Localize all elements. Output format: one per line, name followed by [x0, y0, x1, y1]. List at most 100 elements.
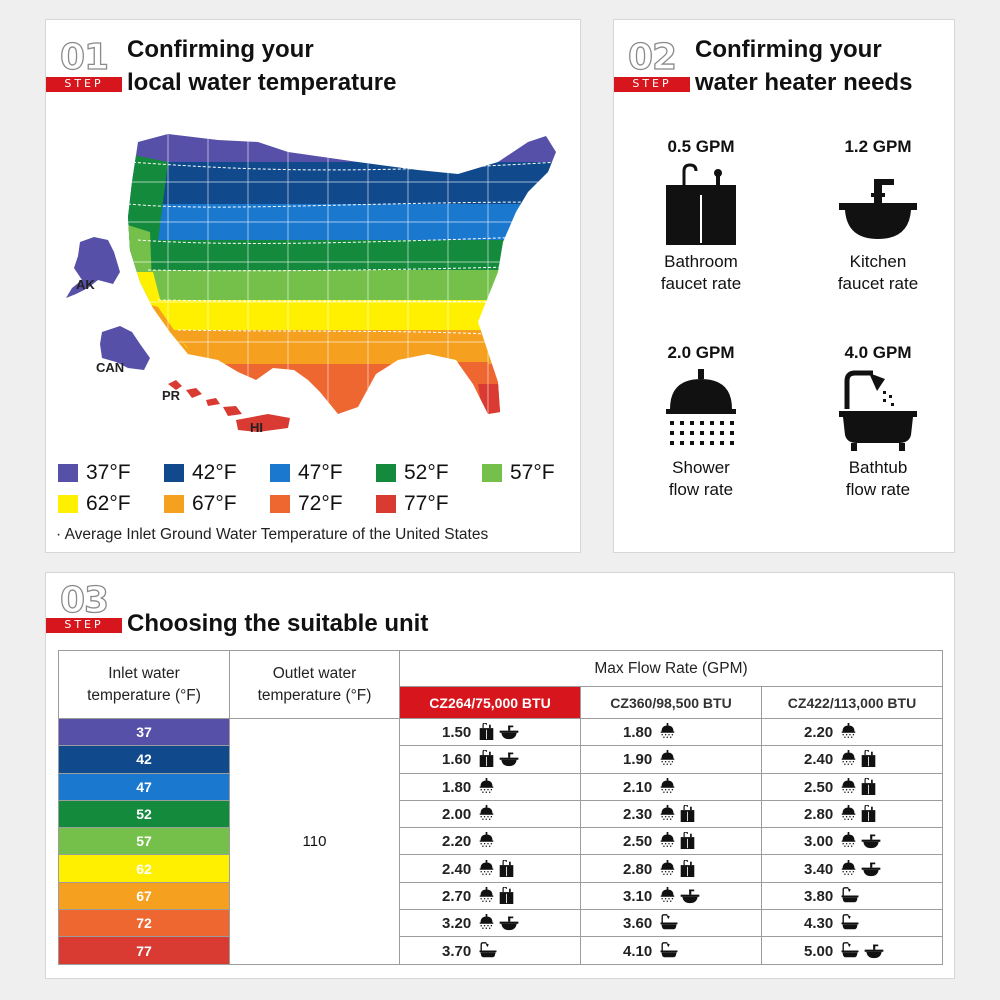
need-label-line1: Bathtub [848, 458, 908, 477]
flow-rate-value: 5.00 [804, 942, 834, 960]
shower-head-icon [479, 805, 494, 820]
flow-rate-value: 1.80 [623, 724, 653, 742]
outlet-header-line1: Outlet water [272, 664, 357, 682]
table-row: 67 2.70 3.10 3.80 [58, 881, 943, 911]
bathtub-icon [839, 370, 917, 451]
flow-rate-value: 3.10 [623, 887, 653, 905]
flow-rate-cell: 1.50 [399, 717, 581, 747]
flow-rate-cell: 3.40 [761, 854, 943, 883]
flow-rate-value: 2.80 [623, 860, 653, 878]
legend-swatch [58, 464, 78, 482]
legend-swatch [376, 464, 396, 482]
bathroom-vanity-icon [666, 163, 736, 245]
step1-title-line2: local water temperature [127, 69, 397, 96]
kitchen-sink-icon [680, 889, 700, 904]
table-row: 77 3.70 4.10 5.00 [58, 936, 943, 965]
map-label-ak: AK [76, 277, 95, 292]
bathroom-vanity-icon [861, 750, 876, 768]
model-cz360-header: CZ360/98,500 BTU [580, 686, 762, 719]
table-row: 62 2.40 2.80 3.40 [58, 854, 943, 883]
flow-rate-cell: 2.70 [399, 881, 581, 911]
kitchen-sink-icon [864, 944, 884, 958]
legend-label: 72°F [298, 492, 343, 515]
inlet-temp-cell: 57 [58, 827, 230, 856]
need-label-line2: flow rate [845, 480, 911, 499]
step1-title-line1: Confirming your [127, 36, 314, 63]
flow-rate-value: 2.20 [442, 833, 472, 851]
unit-table-body: 37 110 1.50 1.80 2.20 42 1.60 1.90 2.40 47 1.80 2.1… [58, 717, 943, 965]
bathroom-vanity-icon [479, 723, 494, 741]
flow-rate-value: 2.20 [804, 724, 834, 742]
legend-label: 47°F [298, 461, 343, 484]
flow-rate-cell: 5.00 [761, 936, 943, 965]
need-gpm: 0.5 GPM [667, 137, 735, 156]
flow-rate-cell: 3.70 [399, 936, 581, 965]
need-label-line1: Bathroom [664, 252, 738, 271]
flow-rate-cell: 2.30 [580, 799, 762, 829]
bathtub-icon [841, 887, 859, 903]
need-kitchen-faucet: 1.2 GPM Kitchen faucet rate [803, 137, 953, 295]
kitchen-sink-icon [861, 862, 881, 876]
shower-head-icon [660, 777, 675, 793]
shower-head-icon [841, 750, 856, 766]
flow-rate-cell: 2.40 [399, 854, 581, 883]
bathroom-vanity-icon [680, 859, 695, 877]
kitchen-sink-icon [499, 916, 519, 931]
shower-head-icon [479, 832, 494, 848]
need-bathroom-faucet: 0.5 GPM Bathroom faucet rate [626, 137, 776, 295]
inlet-temp-cell: 52 [58, 799, 230, 829]
flow-rate-value: 3.20 [442, 915, 472, 933]
legend-item-67: 67°F [164, 491, 237, 517]
shower-head-icon [479, 914, 494, 930]
table-row: 57 2.20 2.50 3.00 [58, 827, 943, 856]
shower-head-icon [660, 886, 675, 902]
flow-rate-value: 2.80 [804, 806, 834, 824]
flow-rate-cell: 2.20 [399, 827, 581, 856]
flow-rate-value: 1.50 [442, 724, 472, 742]
flow-rate-value: 1.80 [442, 778, 472, 796]
shower-head-icon [841, 832, 856, 848]
flow-rate-value: 4.10 [623, 942, 653, 960]
flow-rate-cell: 1.60 [399, 745, 581, 774]
legend-swatch [376, 495, 396, 513]
inlet-temp-header: Inlet water temperature (°F) [58, 650, 230, 719]
legend-item-72: 72°F [270, 491, 343, 517]
need-gpm: 1.2 GPM [844, 137, 912, 156]
table-row: 42 1.60 1.90 2.40 [58, 745, 943, 774]
kitchen-sink-icon [499, 752, 519, 767]
unit-selection-table: Inlet water temperature (°F) Outlet wate… [58, 649, 943, 965]
legend-item-77: 77°F [376, 491, 449, 517]
inlet-temp-cell: 67 [58, 881, 230, 911]
legend-label: 77°F [404, 492, 449, 515]
step2-title-line2: water heater needs [695, 69, 913, 96]
shower-head-icon [660, 832, 675, 848]
flow-rate-cell: 2.00 [399, 799, 581, 829]
shower-head-icon [666, 369, 736, 445]
shower-head-icon [479, 777, 494, 793]
bathroom-vanity-icon [861, 777, 876, 795]
step2-panel: 02 STEP Confirming your water heater nee… [613, 19, 955, 553]
flow-rate-cell: 4.10 [580, 936, 762, 965]
legend-swatch [58, 495, 78, 513]
max-flow-header: Max Flow Rate (GPM) [399, 649, 943, 688]
outlet-temp-header: Outlet water temperature (°F) [229, 650, 400, 719]
bathtub-icon [660, 941, 678, 957]
shower-head-icon [841, 805, 856, 820]
legend-label: 67°F [192, 492, 237, 515]
need-label-line2: flow rate [668, 480, 734, 499]
map-label-can: CAN [96, 360, 125, 375]
bathtub-icon [660, 914, 678, 930]
inlet-temp-cell: 62 [58, 854, 230, 883]
flow-rate-value: 3.00 [804, 833, 834, 851]
bathtub-icon [841, 941, 859, 957]
flow-rate-cell: 2.50 [580, 827, 762, 856]
flow-rate-value: 2.50 [804, 778, 834, 796]
legend-item-52: 52°F [376, 460, 449, 486]
inlet-temp-cell: 42 [58, 745, 230, 774]
inlet-temp-cell: 77 [58, 936, 230, 965]
flow-rate-value: 1.90 [623, 751, 653, 769]
legend-swatch [482, 464, 502, 482]
legend-item-57: 57°F [482, 460, 555, 486]
step2-title-line1: Confirming your [695, 36, 882, 63]
flow-rate-cell: 2.80 [580, 854, 762, 883]
